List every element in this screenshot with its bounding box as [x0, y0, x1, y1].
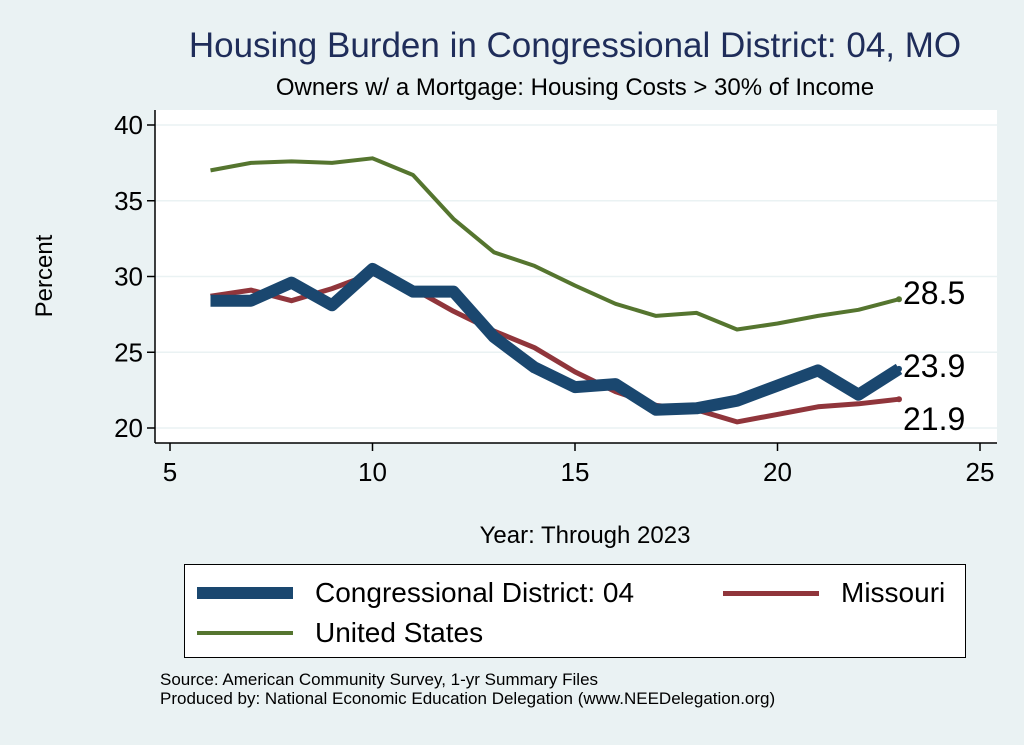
x-tick-label: 5 [163, 457, 177, 487]
y-tick-label: 20 [114, 413, 143, 443]
series-line-district [210, 262, 903, 416]
y-tick-label: 25 [114, 337, 143, 367]
y-tick-label: 40 [114, 110, 143, 140]
legend-item-missouri: Missouri [723, 577, 945, 609]
legend-label-district: Congressional District: 04 [315, 577, 635, 608]
x-tick-label: 25 [966, 457, 995, 487]
y-tick-label: 30 [114, 262, 143, 292]
legend-swatch-district [197, 587, 293, 599]
end-label-us: 28.5 [903, 275, 965, 311]
chart-title: Housing Burden in Congressional District… [188, 26, 962, 65]
series-line-missouri [210, 271, 900, 425]
end-marker-us [896, 296, 902, 303]
y-tick-label: 35 [114, 186, 143, 216]
end-marker-missouri [896, 396, 902, 403]
legend-item-us: United States [197, 617, 483, 649]
x-tick-label: 15 [561, 457, 590, 487]
legend-label-us: United States [315, 617, 484, 648]
series-line-us [210, 156, 900, 332]
chart-subtitle: Owners w/ a Mortgage: Housing Costs > 30… [275, 74, 875, 101]
end-label-district: 23.9 [903, 348, 965, 384]
x-tick-label: 20 [763, 457, 792, 487]
legend-swatch-missouri [723, 590, 819, 596]
end-label-missouri: 21.9 [903, 401, 965, 437]
legend-label-missouri: Missouri [841, 577, 946, 608]
y-axis-label: Percent [31, 234, 58, 317]
legend-item-district: Congressional District: 04 [197, 577, 634, 609]
end-marker-district [896, 365, 902, 372]
x-tick-label: 10 [358, 457, 387, 487]
produced-by-line: Produced by: National Economic Education… [160, 689, 776, 708]
legend-swatch-us [197, 631, 293, 635]
source-note: Source: American Community Survey, 1-yr … [160, 670, 775, 708]
legend: Congressional District: 04 Missouri Unit… [184, 564, 966, 658]
source-line: Source: American Community Survey, 1-yr … [160, 670, 599, 689]
x-axis-label: Year: Through 2023 [480, 522, 691, 549]
